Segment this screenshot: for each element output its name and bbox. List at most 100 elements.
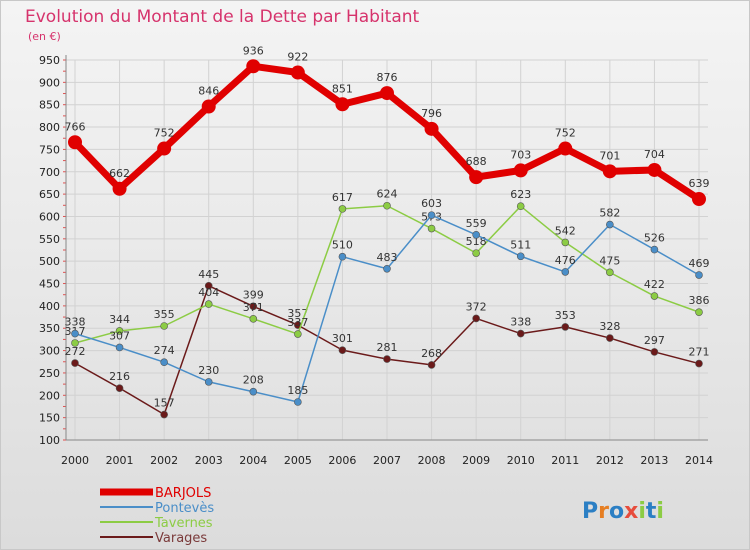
data-label: 936	[243, 44, 264, 57]
data-label: 297	[644, 334, 665, 347]
data-point	[204, 281, 213, 290]
data-point	[115, 384, 124, 392]
data-point	[606, 334, 614, 342]
data-point	[427, 224, 436, 233]
data-label: 404	[198, 286, 219, 299]
data-label: 445	[198, 268, 219, 281]
data-label: 422	[644, 278, 665, 291]
data-point	[516, 252, 525, 261]
data-label: 617	[332, 191, 353, 204]
data-label: 701	[599, 149, 620, 162]
data-point	[249, 302, 258, 311]
data-label: 704	[644, 148, 665, 161]
data-point	[294, 330, 302, 338]
data-point	[335, 97, 350, 112]
data-point	[647, 162, 662, 177]
y-tick-label: 100	[39, 434, 60, 447]
data-label: 922	[287, 51, 308, 64]
data-point	[294, 398, 302, 406]
data-point	[115, 327, 124, 335]
data-label: 399	[243, 288, 264, 301]
data-label: 230	[198, 364, 219, 377]
data-label: 703	[510, 148, 531, 161]
data-label: 559	[466, 217, 487, 230]
data-label: 281	[377, 341, 398, 354]
data-point	[338, 252, 347, 261]
data-label: 268	[421, 347, 442, 360]
x-tick-label: 2002	[150, 454, 178, 467]
data-label: 157	[154, 397, 175, 410]
y-tick-label: 950	[39, 54, 60, 67]
x-tick-label: 2013	[640, 454, 668, 467]
data-point	[650, 245, 659, 254]
data-label: 623	[510, 188, 531, 201]
data-label: 796	[421, 107, 442, 120]
y-tick-label: 550	[39, 233, 60, 246]
data-point	[249, 315, 258, 323]
data-point	[695, 359, 703, 368]
data-point	[160, 322, 168, 330]
series-layer: 272 216 157 445 399 357 301 281 268 372 338 353 328 2…	[65, 44, 710, 419]
y-tick-label: 650	[39, 188, 60, 201]
data-point	[424, 121, 439, 136]
data-point	[513, 163, 528, 178]
series-tavernes: 3173443554043713376176245735186235424754…	[65, 188, 710, 347]
data-label: 483	[377, 251, 398, 264]
data-label: 337	[287, 316, 308, 329]
data-point	[383, 201, 391, 210]
data-point	[561, 238, 570, 247]
data-label: 353	[555, 309, 576, 322]
axes: 100 150 200 250 300 350 400 450 500 550 600 650 700 7…	[39, 54, 713, 467]
x-tick-label: 2014	[685, 454, 713, 467]
data-label: 518	[466, 235, 487, 248]
data-point	[427, 211, 436, 219]
y-tick-label: 700	[39, 166, 60, 179]
x-tick-label: 2001	[106, 454, 134, 467]
y-tick-label: 150	[39, 412, 60, 425]
data-label: 510	[332, 239, 353, 252]
data-label: 216	[109, 370, 130, 383]
data-point	[695, 271, 703, 279]
y-tick-label: 800	[39, 121, 60, 134]
data-label: 274	[154, 344, 175, 357]
data-point	[692, 192, 706, 207]
y-tick-label: 500	[39, 255, 60, 268]
data-label: 662	[109, 167, 130, 180]
legend-label: Pontevès	[155, 501, 214, 516]
data-label: 338	[510, 316, 531, 329]
data-point	[695, 308, 703, 316]
data-point	[472, 231, 480, 239]
data-label: 344	[109, 313, 130, 326]
data-point	[71, 359, 79, 367]
series-pontevs: 338 307 274 230 208 185 510 483 603 559 511 476 582 5…	[65, 197, 710, 406]
data-label: 307	[109, 329, 130, 342]
data-label: 208	[243, 374, 264, 387]
data-label: 752	[555, 127, 576, 140]
x-tick-label: 2009	[462, 454, 490, 467]
logo-text: Proxiti	[582, 499, 664, 524]
data-label: 582	[599, 207, 620, 220]
data-point	[338, 346, 347, 354]
legend-label: Varages	[155, 531, 207, 546]
y-tick-label: 850	[39, 99, 60, 112]
x-tick-label: 2004	[239, 454, 267, 467]
data-label: 355	[154, 308, 175, 321]
data-label: 476	[555, 254, 576, 267]
data-point	[516, 329, 525, 338]
data-label: 603	[421, 197, 442, 210]
data-label: 338	[65, 316, 86, 329]
data-point	[160, 410, 168, 419]
x-tick-label: 2010	[507, 454, 535, 467]
x-tick-label: 2011	[551, 454, 579, 467]
data-point	[558, 141, 573, 156]
series-barjols: 766 662 752 846 936 922 851 876 796 688 703 752 701 7…	[65, 44, 710, 207]
data-point	[338, 205, 347, 213]
data-point	[650, 348, 659, 356]
series-varages: 272 216 157 445 399 357 301 281 268 372 338 353 328 2…	[65, 268, 710, 419]
data-point	[68, 135, 82, 150]
data-label: 371	[243, 301, 264, 314]
data-label: 526	[644, 232, 665, 245]
y-tick-label: 900	[39, 76, 60, 89]
